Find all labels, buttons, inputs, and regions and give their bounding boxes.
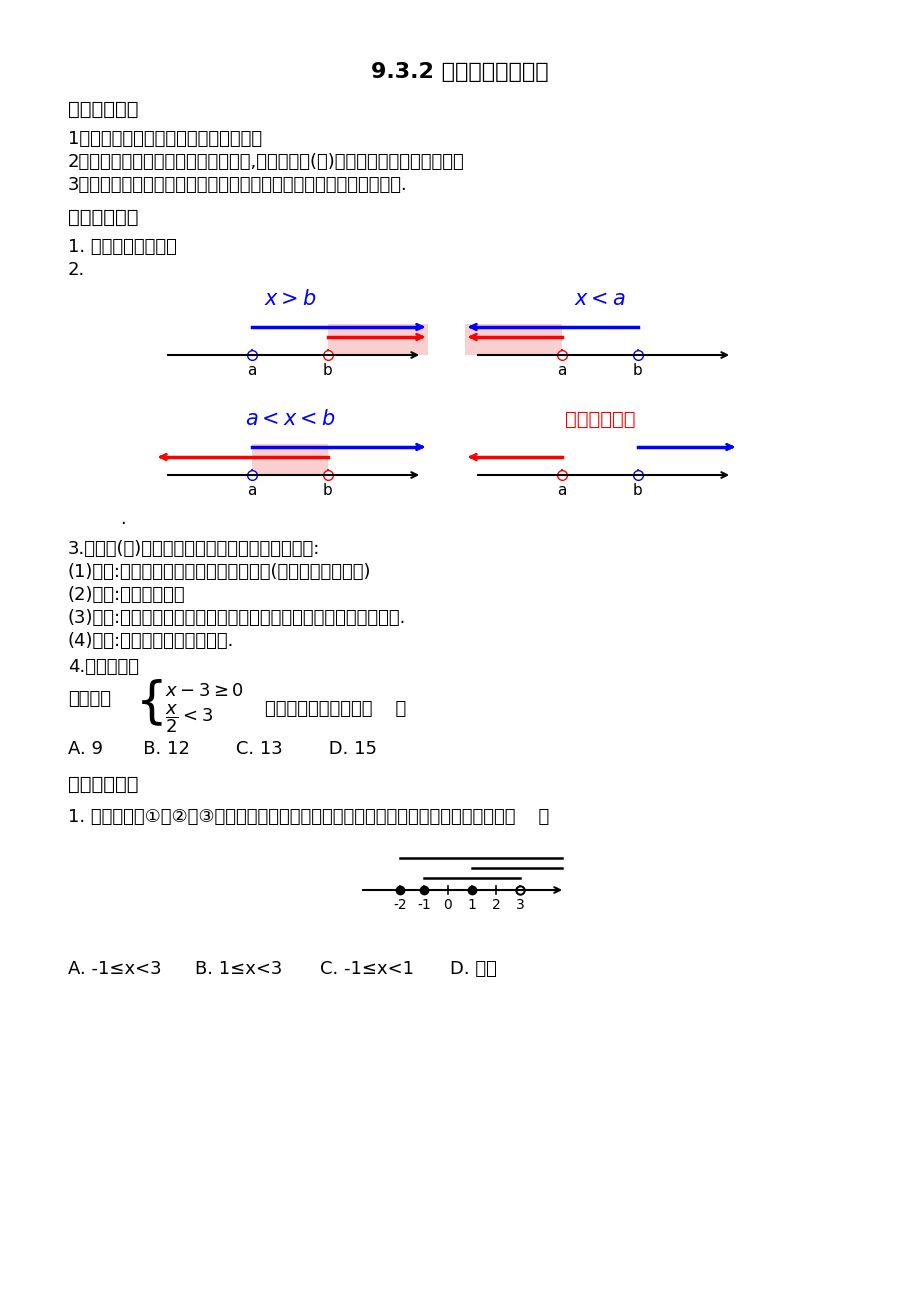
Bar: [252, 444, 328, 475]
Text: a: a: [247, 363, 256, 378]
Text: 不等式组无解: 不等式组无解: [564, 410, 634, 428]
Text: .: .: [119, 510, 126, 529]
Text: 9.3.2 一元一次不等式组: 9.3.2 一元一次不等式组: [370, 62, 549, 82]
Bar: [464, 324, 562, 355]
Text: 3、进一步感受数形结合思想的作用，培养学生分析和解决问题的能力.: 3、进一步感受数形结合思想的作用，培养学生分析和解决问题的能力.: [68, 176, 407, 194]
Text: a: a: [557, 363, 566, 378]
Text: D. 无解: D. 无解: [449, 960, 496, 978]
Text: b: b: [632, 483, 642, 497]
Text: -2: -2: [392, 898, 406, 911]
Text: (1)求解:求不等式组中每个不等式的解集(结果含有待定系数): (1)求解:求不等式组中每个不等式的解集(结果含有待定系数): [68, 562, 371, 581]
Text: 2、灵活运用求不等式组的解集的方法,处理不等式(组)中待空定系数的取値范围；: 2、灵活运用求不等式组的解集的方法,处理不等式(组)中待空定系数的取値范围；: [68, 154, 464, 171]
Text: 1. 预习本节课本内容: 1. 预习本节课本内容: [68, 238, 176, 256]
Text: 3: 3: [515, 898, 524, 911]
Text: 1. 已知不等式①，②，③的解集在数轴上的表示如图所示，则它们的公共部分的解集是（    ）: 1. 已知不等式①，②，③的解集在数轴上的表示如图所示，则它们的公共部分的解集是…: [68, 809, 549, 825]
Text: A. -1≤x<3: A. -1≤x<3: [68, 960, 162, 978]
Text: a: a: [557, 483, 566, 497]
Text: 1: 1: [467, 898, 476, 911]
Text: 不等式组: 不等式组: [68, 690, 111, 708]
Text: 二、预习内容: 二、预习内容: [68, 208, 139, 227]
Text: B. 1≤x<3: B. 1≤x<3: [195, 960, 282, 978]
Text: 0: 0: [443, 898, 452, 911]
Text: 3.不等式(组)中待定系数取値范围确定的四个步骤:: 3.不等式(组)中待定系数取値范围确定的四个步骤:: [68, 540, 320, 559]
Bar: [328, 324, 427, 355]
Text: $x-3\geq 0$: $x-3\geq 0$: [165, 682, 244, 700]
Text: $x<a$: $x<a$: [573, 289, 625, 309]
Text: 一、学习目标: 一、学习目标: [68, 100, 139, 118]
Text: A. 9       B. 12        C. 13        D. 15: A. 9 B. 12 C. 13 D. 15: [68, 740, 377, 758]
Text: 1、进一步熟练地解一元一次不等式组；: 1、进一步熟练地解一元一次不等式组；: [68, 130, 262, 148]
Text: C. -1≤x<1: C. -1≤x<1: [320, 960, 414, 978]
Text: a: a: [247, 483, 256, 497]
Text: 2: 2: [491, 898, 500, 911]
Text: (3)思考:不等式组中每个不等式解集所涉及的两个数相等时是否成立.: (3)思考:不等式组中每个不等式解集所涉及的两个数相等时是否成立.: [68, 609, 406, 628]
Text: 2.: 2.: [68, 260, 85, 279]
Text: (4)结论:综合前面的结果下结论.: (4)结论:综合前面的结果下结论.: [68, 631, 234, 650]
Text: b: b: [632, 363, 642, 378]
Text: b: b: [323, 363, 333, 378]
Text: 三、预习检测: 三、预习检测: [68, 775, 139, 794]
Text: -1: -1: [416, 898, 430, 911]
Text: 4.对应练习：: 4.对应练习：: [68, 658, 139, 676]
Text: $a<x<b$: $a<x<b$: [244, 409, 335, 428]
Text: (2)比较:根的大小关系: (2)比较:根的大小关系: [68, 586, 186, 604]
Text: $x>b$: $x>b$: [264, 289, 316, 309]
Text: 的所有整数解之和是（    ）: 的所有整数解之和是（ ）: [265, 700, 406, 717]
Text: {: {: [136, 678, 167, 727]
Text: b: b: [323, 483, 333, 497]
Text: $\dfrac{x}{2}<3$: $\dfrac{x}{2}<3$: [165, 702, 213, 734]
